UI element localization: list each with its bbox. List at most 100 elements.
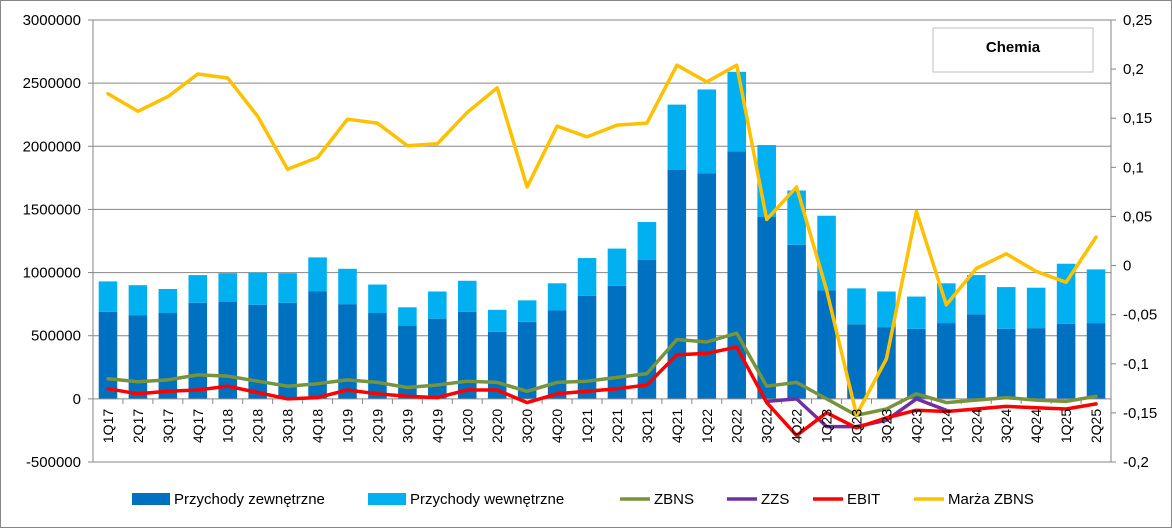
bar-external	[697, 173, 717, 399]
bar-external	[368, 312, 387, 399]
bar-internal	[1056, 263, 1076, 324]
bar-internal	[517, 300, 537, 322]
bar-internal	[368, 284, 387, 313]
x-tick-label: 2Q25	[1088, 409, 1104, 443]
bar-internal	[428, 291, 447, 319]
x-tick-label: 4Q20	[549, 409, 565, 443]
bar-internal	[308, 257, 327, 292]
x-tick-label: 3Q23	[878, 409, 894, 443]
right-tick-label: 0,05	[1123, 208, 1152, 225]
legend-item: Przychody zewnętrzne	[132, 491, 325, 508]
legend-label: EBIT	[847, 491, 880, 508]
x-tick-label: 4Q23	[908, 409, 924, 443]
bar-internal	[248, 272, 267, 305]
bar-internal	[787, 190, 806, 245]
left-tick-label: 2500000	[23, 75, 81, 92]
left-tick-label: 1500000	[23, 201, 81, 218]
x-tick-label: 1Q21	[579, 409, 595, 443]
x-tick-label: 1Q23	[819, 409, 835, 443]
bar-external	[937, 323, 956, 399]
bar-external	[398, 325, 417, 399]
left-tick-label: 1000000	[23, 265, 81, 282]
chart-title: Chemia	[986, 39, 1041, 56]
bar-external	[517, 321, 537, 399]
bar-internal	[487, 309, 507, 332]
bar-internal	[847, 288, 866, 325]
x-tick-label: 1Q19	[340, 409, 356, 443]
x-tick-label: 2Q19	[369, 409, 385, 443]
x-tick-label: 4Q19	[429, 409, 445, 443]
bar-internal	[817, 215, 836, 291]
legend-label: ZZS	[761, 491, 789, 508]
x-tick-label: 1Q18	[220, 409, 236, 443]
left-tick-label: 0	[73, 391, 81, 408]
right-tick-label: -0,15	[1123, 405, 1157, 422]
left-tick-label: 500000	[31, 328, 81, 345]
x-tick-label: 1Q25	[1058, 409, 1074, 443]
left-tick-label: 3000000	[23, 12, 81, 29]
title-box: Chemia	[932, 27, 1094, 73]
x-tick-label: 2Q20	[489, 409, 505, 443]
bar-external	[188, 302, 208, 399]
x-tick-label: 1Q24	[938, 409, 954, 443]
right-tick-label: -0,1	[1123, 356, 1149, 373]
bar-internal	[667, 104, 687, 170]
bar-internal	[278, 273, 297, 303]
bar-external	[278, 302, 297, 399]
axes	[88, 19, 1116, 463]
bar-external	[607, 285, 627, 399]
x-tick-label: 2Q17	[130, 409, 146, 443]
bar-external	[787, 244, 806, 399]
bar-internal	[877, 291, 896, 328]
bar-external	[428, 318, 447, 399]
legend: Przychody zewnętrzne Przychody wewnętrzne…	[132, 491, 1034, 508]
legend-item: ZZS	[727, 491, 789, 508]
bar-external	[907, 328, 926, 399]
x-tick-label: 2Q18	[250, 409, 266, 443]
title-box-frame	[932, 27, 1094, 73]
bar-external	[98, 311, 118, 399]
bar-internal	[457, 280, 477, 312]
x-tick-label: 3Q18	[280, 409, 296, 443]
x-tick-label: 1Q20	[459, 409, 475, 443]
right-axis-ticks: -0,2 -0,15 -0,1 -0,05 0 0,05 0,1 0,15 0,2 0,25	[1123, 12, 1157, 471]
left-axis-ticks: -500000 0 500000 1000000 1500000 2000000 25000…	[23, 12, 81, 471]
right-tick-label: -0,2	[1123, 454, 1149, 471]
bar-internal	[727, 71, 747, 152]
bar-internal	[547, 283, 567, 311]
line-series	[106, 63, 1098, 438]
bar-external	[547, 310, 567, 399]
bar-external	[966, 314, 986, 399]
right-tick-label: 0,25	[1123, 12, 1152, 29]
bar-internal	[1086, 269, 1106, 324]
x-tick-label: 4Q24	[1028, 409, 1044, 443]
bar-internal	[907, 296, 926, 329]
bar-internal	[188, 275, 208, 303]
bar-internal	[697, 89, 717, 174]
bar-internal	[637, 222, 657, 260]
bar-external	[727, 151, 747, 399]
bar-internal	[996, 287, 1016, 329]
bar-external	[757, 217, 776, 399]
bar-external	[847, 324, 866, 399]
x-tick-label: 2Q23	[849, 409, 865, 443]
bar-external	[338, 304, 357, 399]
bar-external	[128, 315, 148, 399]
legend-label: Przychody wewnętrzne	[410, 491, 564, 508]
legend-swatch	[132, 493, 170, 505]
legend-item: Marża ZBNS	[914, 491, 1034, 508]
x-axis-ticks: 1Q17 2Q17 3Q17 4Q17 1Q18 2Q18 3Q18 4Q18 1Q19 2Q19…	[100, 409, 1104, 443]
bar-internal	[158, 288, 178, 313]
x-tick-label: 2Q24	[968, 409, 984, 443]
bar-internal	[607, 248, 627, 286]
bar-internal	[398, 307, 417, 326]
x-tick-label: 4Q18	[310, 409, 326, 443]
line-zbns	[106, 331, 1098, 418]
bar-external	[667, 169, 687, 399]
x-tick-label: 4Q22	[789, 409, 805, 443]
bar-external	[1056, 323, 1076, 399]
right-tick-label: 0	[1123, 258, 1131, 275]
x-tick-label: 4Q17	[190, 409, 206, 443]
bar-external	[308, 291, 327, 399]
